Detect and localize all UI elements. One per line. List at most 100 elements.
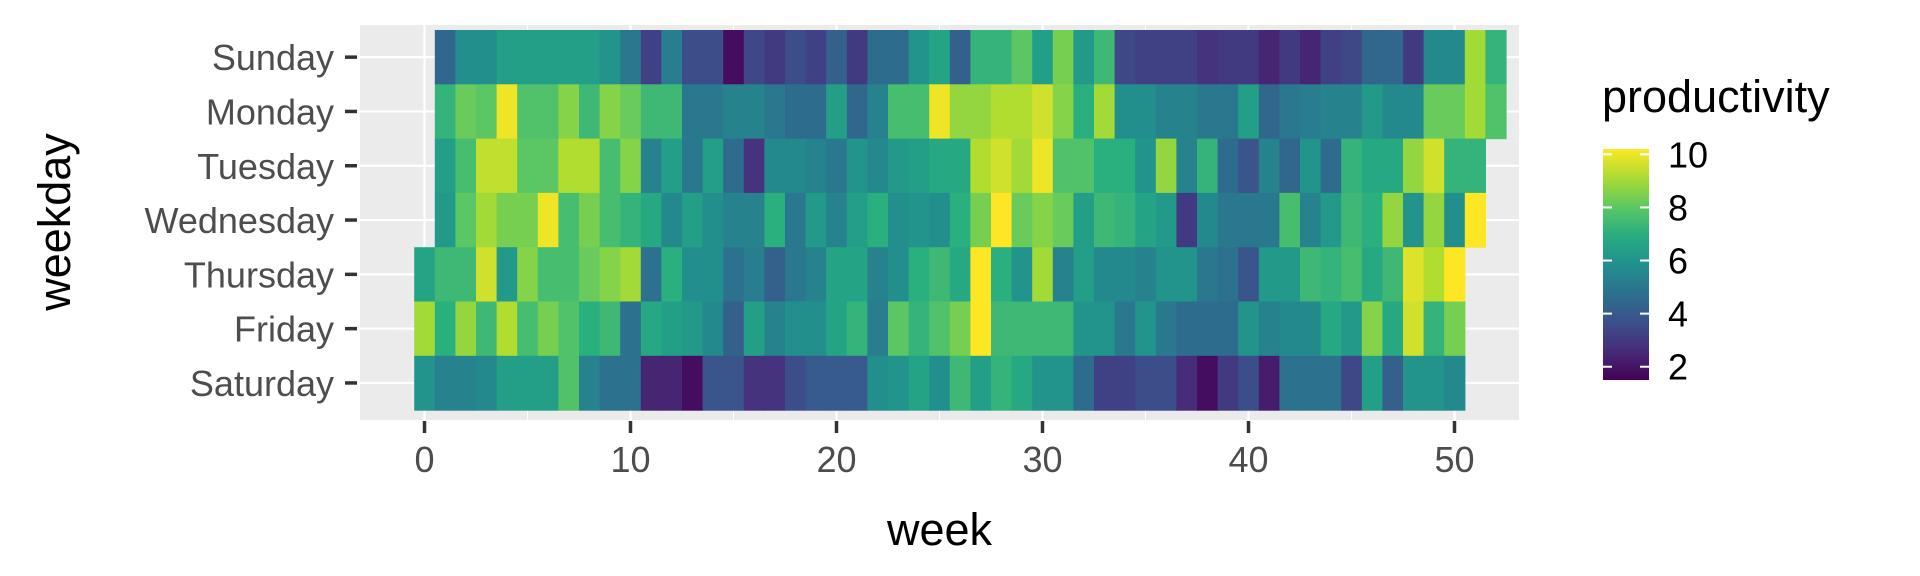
heatmap-tile <box>1423 247 1445 303</box>
heatmap-tile <box>826 355 848 411</box>
heatmap-tile <box>1444 192 1466 248</box>
heatmap-tile <box>517 30 539 85</box>
heatmap-tile <box>1423 192 1445 248</box>
heatmap-tile <box>682 301 704 357</box>
legend-tick-label: 2 <box>1668 347 1688 388</box>
heatmap-tile <box>970 247 992 303</box>
heatmap-tile <box>1197 355 1219 411</box>
heatmap-tile <box>888 355 910 411</box>
heatmap-tile <box>476 30 498 85</box>
heatmap-tile <box>1444 138 1466 194</box>
heatmap-tile <box>1320 138 1342 194</box>
heatmap-tile <box>1135 192 1157 248</box>
heatmap-tile <box>1403 247 1425 303</box>
heatmap-tile <box>1155 84 1177 140</box>
heatmap-tile <box>805 247 827 303</box>
heatmap-tile <box>661 247 683 303</box>
heatmap-tile <box>1155 355 1177 411</box>
heatmap-tile <box>682 138 704 194</box>
heatmap-tile <box>1073 138 1095 194</box>
heatmap-tile <box>867 84 889 140</box>
heatmap-tile <box>702 84 724 140</box>
heatmap-tile <box>805 30 827 85</box>
heatmap-tile <box>991 301 1013 357</box>
heatmap-tile <box>888 301 910 357</box>
heatmap-tile <box>1073 192 1095 248</box>
heatmap-tile <box>888 247 910 303</box>
heatmap-tile <box>1341 84 1363 140</box>
heatmap-tile <box>476 138 498 194</box>
heatmap-tile <box>1114 247 1136 303</box>
heatmap-tile <box>1382 247 1404 303</box>
heatmap-tile <box>496 247 518 303</box>
heatmap-tile <box>908 30 930 85</box>
heatmap-tile <box>908 247 930 303</box>
heatmap-tile <box>1403 355 1425 411</box>
heatmap-tile <box>1423 355 1445 411</box>
heatmap-tile <box>537 247 559 303</box>
heatmap-tile <box>1320 355 1342 411</box>
heatmap-tile <box>1300 192 1322 248</box>
heatmap-tile <box>764 84 786 140</box>
heatmap-tile <box>640 84 662 140</box>
heatmap-tile <box>991 138 1013 194</box>
heatmap-tile <box>1114 30 1136 85</box>
heatmap-tile <box>1052 355 1074 411</box>
heatmap-tile <box>1444 247 1466 303</box>
heatmap-tile <box>723 192 745 248</box>
heatmap-tile <box>785 84 807 140</box>
heatmap-tile <box>455 30 477 85</box>
heatmap-tile <box>599 84 621 140</box>
heatmap-tile <box>1197 247 1219 303</box>
heatmap-tile <box>1444 84 1466 140</box>
heatmap-tile <box>949 355 971 411</box>
heatmap-tile <box>640 301 662 357</box>
heatmap-tile <box>970 30 992 85</box>
heatmap-tile <box>764 192 786 248</box>
heatmap-tile <box>1197 301 1219 357</box>
legend: 2 4 6 8 10 <box>1603 134 1708 388</box>
heatmap-tile <box>620 301 642 357</box>
heatmap-tile <box>1361 192 1383 248</box>
heatmap-tile <box>579 355 601 411</box>
heatmap-tile <box>805 192 827 248</box>
heatmap-tile <box>1217 301 1239 357</box>
y-axis: Sunday Monday Tuesday Wednesday Thursday Frid… <box>145 37 357 404</box>
heatmap-tile <box>455 247 477 303</box>
heatmap-tile <box>949 192 971 248</box>
heatmap-tile <box>1073 30 1095 85</box>
heatmap-tile <box>1094 138 1116 194</box>
heatmap-tile <box>908 84 930 140</box>
heatmap-tile <box>1423 30 1445 85</box>
heatmap-tile <box>867 247 889 303</box>
heatmap-tile <box>908 355 930 411</box>
heatmap-tile <box>496 355 518 411</box>
heatmap-tile <box>991 355 1013 411</box>
heatmap-tile <box>949 138 971 194</box>
heatmap-tile <box>805 355 827 411</box>
heatmap-tile <box>517 192 539 248</box>
heatmap-tile <box>1300 30 1322 85</box>
heatmap-tile <box>785 192 807 248</box>
heatmap-tile <box>1176 138 1198 194</box>
heatmap-tile <box>1114 192 1136 248</box>
heatmap-tile <box>1423 301 1445 357</box>
heatmap-tile <box>723 301 745 357</box>
heatmap-tile <box>764 30 786 85</box>
heatmap-tile <box>1011 84 1033 140</box>
heatmap-tile <box>682 247 704 303</box>
heatmap-tile <box>1176 355 1198 411</box>
heatmap-tile <box>723 355 745 411</box>
heatmap-tile <box>1423 138 1445 194</box>
heatmap-tile <box>1238 301 1260 357</box>
heatmap-tile <box>1258 247 1280 303</box>
heatmap-tile <box>1155 30 1177 85</box>
legend-tick-label: 10 <box>1668 134 1708 175</box>
heatmap-tile <box>1155 138 1177 194</box>
heatmap-tile <box>1032 355 1054 411</box>
heatmap-tile <box>1094 355 1116 411</box>
heatmap-tile <box>476 301 498 357</box>
heatmap-tile <box>579 138 601 194</box>
heatmap-tile <box>455 138 477 194</box>
heatmap-tile <box>1176 84 1198 140</box>
